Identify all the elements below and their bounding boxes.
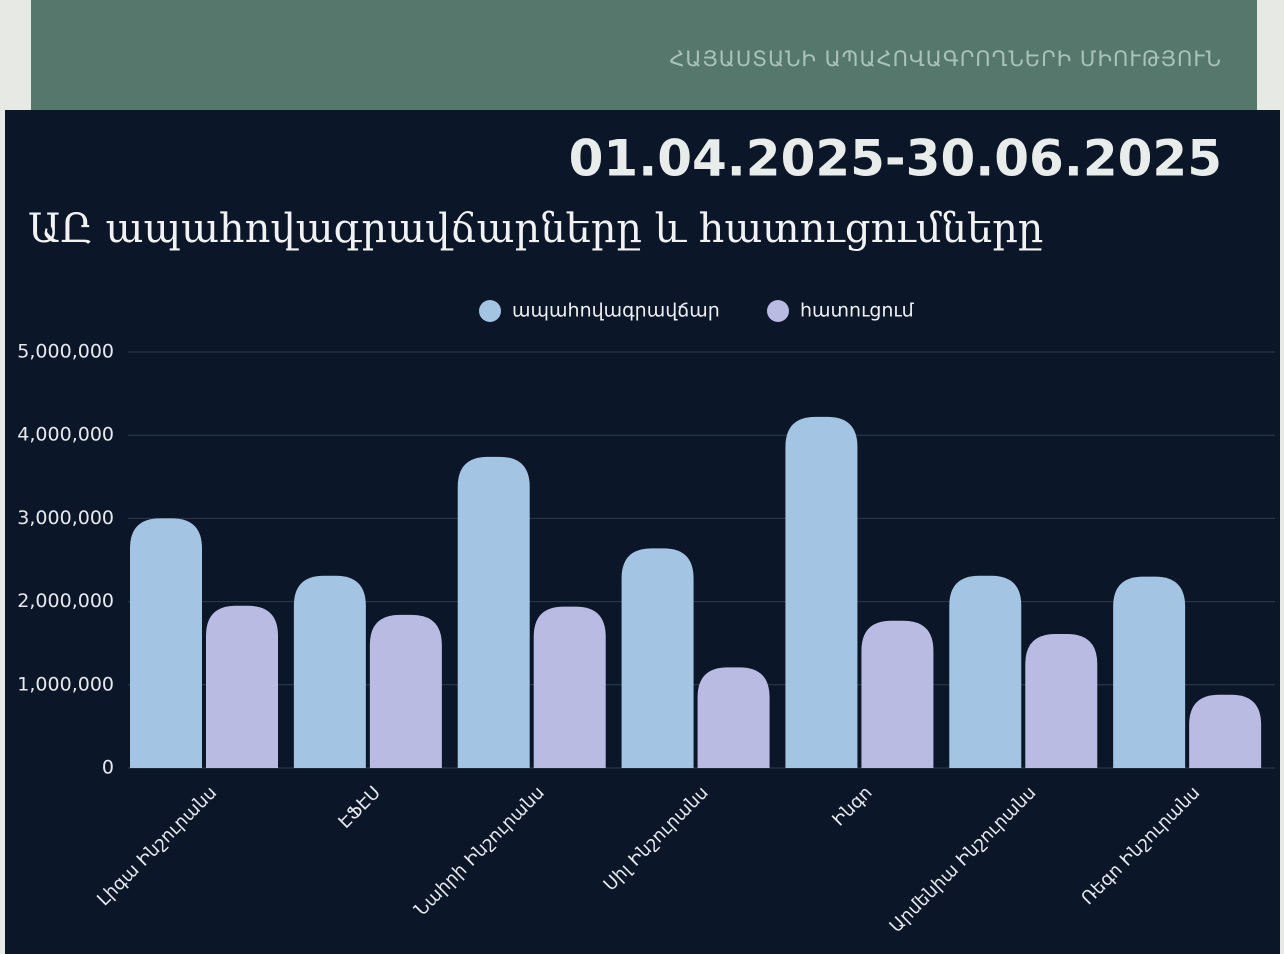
bar	[697, 667, 770, 768]
bar	[861, 620, 934, 768]
bar	[293, 575, 366, 768]
bar	[1189, 694, 1262, 768]
bar	[206, 605, 278, 768]
legend-label: հատուցում	[800, 300, 915, 322]
y-tick-label: 5,000,000	[17, 341, 114, 363]
legend-swatch	[767, 300, 789, 322]
bar	[369, 614, 442, 768]
legend-label: ապահովագրավճար	[512, 300, 720, 322]
legend-swatch	[479, 300, 501, 322]
bar	[1025, 634, 1098, 768]
y-tick-label: 1,000,000	[17, 673, 114, 695]
chart-title: ԱԸ ապահովագրավճարները և հատուցումները	[28, 206, 1043, 252]
y-tick-label: 2,000,000	[17, 590, 114, 612]
y-tick-label: 3,000,000	[17, 507, 114, 529]
bar	[621, 548, 694, 768]
header-band	[31, 0, 1257, 110]
bar	[533, 606, 606, 768]
chart-background	[5, 110, 1280, 954]
y-tick-label: 0	[102, 757, 114, 779]
bar	[130, 518, 202, 768]
bar	[457, 456, 530, 768]
y-tick-label: 4,000,000	[17, 424, 114, 446]
header-text: ՀԱՅԱՍՏԱՆԻ ԱՊԱՀՈՎԱԳՐՈՂՆԵՐԻ ՄԻՈՒԹՅՈՒՆ	[669, 47, 1222, 71]
bar	[785, 416, 858, 768]
period: 01.04.2025-30.06.2025	[569, 130, 1222, 188]
bar	[1113, 576, 1186, 768]
bar	[949, 575, 1022, 768]
